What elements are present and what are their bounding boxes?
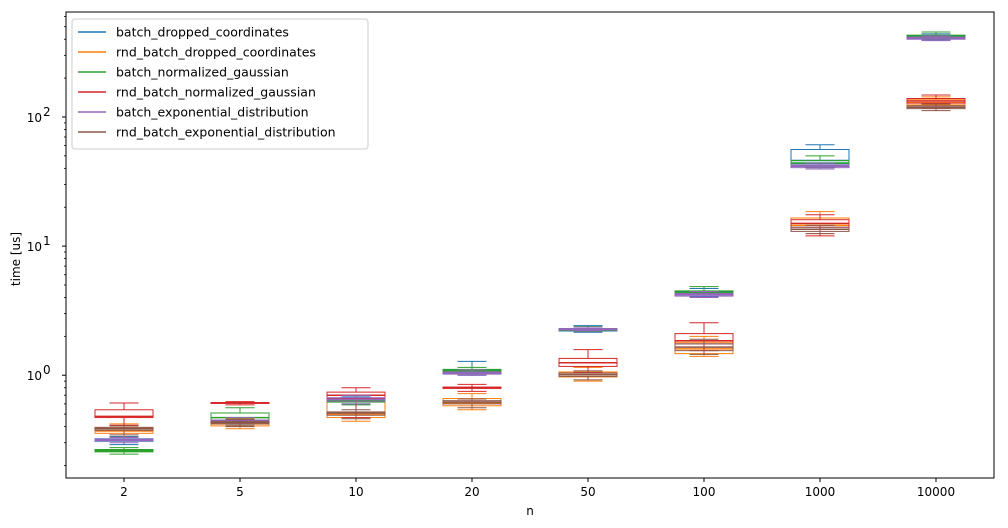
box-batch_exponential_distribution-2 xyxy=(94,436,154,444)
legend-entry-rnd_batch_dropped_coordinates: rnd_batch_dropped_coordinates xyxy=(78,45,316,60)
x-tick-label-100: 100 xyxy=(693,485,716,499)
x-tick-label-10: 10 xyxy=(348,485,363,499)
legend-entry-rnd_batch_exponential_distribution: rnd_batch_exponential_distribution xyxy=(78,125,336,140)
y-tick-label: 10 xyxy=(27,240,42,254)
x-tick-label-10000: 10000 xyxy=(917,485,955,499)
box-rnd_batch_normalized_gaussian-5 xyxy=(210,401,270,406)
x-tick-label-1000: 1000 xyxy=(805,485,836,499)
box-rnd_batch_exponential_distribution-10000 xyxy=(906,103,966,112)
x-tick-label-50: 50 xyxy=(580,485,595,499)
box-batch_exponential_distribution-10000 xyxy=(906,35,966,42)
box-batch_normalized_gaussian-2 xyxy=(94,447,154,455)
legend-entry-rnd_batch_normalized_gaussian: rnd_batch_normalized_gaussian xyxy=(78,85,316,100)
y-tick-label: 10 xyxy=(27,369,42,383)
legend-entry-batch_exponential_distribution: batch_exponential_distribution xyxy=(78,105,309,120)
box-rnd_batch_exponential_distribution-10 xyxy=(326,409,386,420)
y-axis-label: time [us] xyxy=(9,232,23,286)
series-rnd_batch_normalized_gaussian xyxy=(94,94,966,426)
x-tick-label-5: 5 xyxy=(236,485,244,499)
x-tick-label-20: 20 xyxy=(464,485,479,499)
legend-label: rnd_batch_normalized_gaussian xyxy=(116,85,316,100)
box-batch_exponential_distribution-100 xyxy=(674,291,734,298)
box-rnd_batch_exponential_distribution-5 xyxy=(210,418,270,428)
y-tick-exponent: 0 xyxy=(43,363,51,377)
box-rnd_batch_exponential_distribution-1000 xyxy=(790,224,850,235)
legend-label: batch_exponential_distribution xyxy=(116,105,309,120)
box-rnd_batch_normalized_gaussian-2 xyxy=(94,402,154,426)
series-rnd_batch_exponential_distribution xyxy=(94,103,966,436)
box-rnd_batch_normalized_gaussian-20 xyxy=(442,383,502,392)
box-batch_exponential_distribution-50 xyxy=(558,326,618,332)
box-rnd_batch_exponential_distribution-100 xyxy=(674,338,734,355)
box-rnd_batch_exponential_distribution-2 xyxy=(94,425,154,436)
y-tick-label: 10 xyxy=(27,111,42,125)
x-axis-label: n xyxy=(526,504,534,518)
legend-entry-batch_normalized_gaussian: batch_normalized_gaussian xyxy=(78,65,289,80)
y-tick-exponent: 2 xyxy=(43,105,51,119)
plot-area xyxy=(94,31,966,455)
box-rnd_batch_exponential_distribution-50 xyxy=(558,370,618,381)
box-rnd_batch_normalized_gaussian-50 xyxy=(558,349,618,373)
box-rnd_batch_normalized_gaussian-1000 xyxy=(790,214,850,237)
legend-label: rnd_batch_exponential_distribution xyxy=(116,125,336,140)
x-tick-label-2: 2 xyxy=(120,485,128,499)
box-batch_exponential_distribution-10 xyxy=(326,394,386,405)
legend-frame xyxy=(71,18,369,150)
legend-label: batch_normalized_gaussian xyxy=(116,65,289,80)
axes-frame xyxy=(65,11,995,479)
legend: batch_dropped_coordinates rnd_batch_dropp… xyxy=(71,18,369,150)
box-batch_exponential_distribution-1000 xyxy=(790,162,850,170)
legend-entry-batch_dropped_coordinates: batch_dropped_coordinates xyxy=(78,25,289,40)
legend-label: rnd_batch_dropped_coordinates xyxy=(116,45,316,60)
legend-label: batch_dropped_coordinates xyxy=(116,25,289,40)
y-tick-exponent: 1 xyxy=(43,234,51,248)
box-iqr xyxy=(94,409,154,419)
box-rnd_batch_exponential_distribution-20 xyxy=(442,398,502,409)
box-batch_exponential_distribution-20 xyxy=(442,369,502,376)
